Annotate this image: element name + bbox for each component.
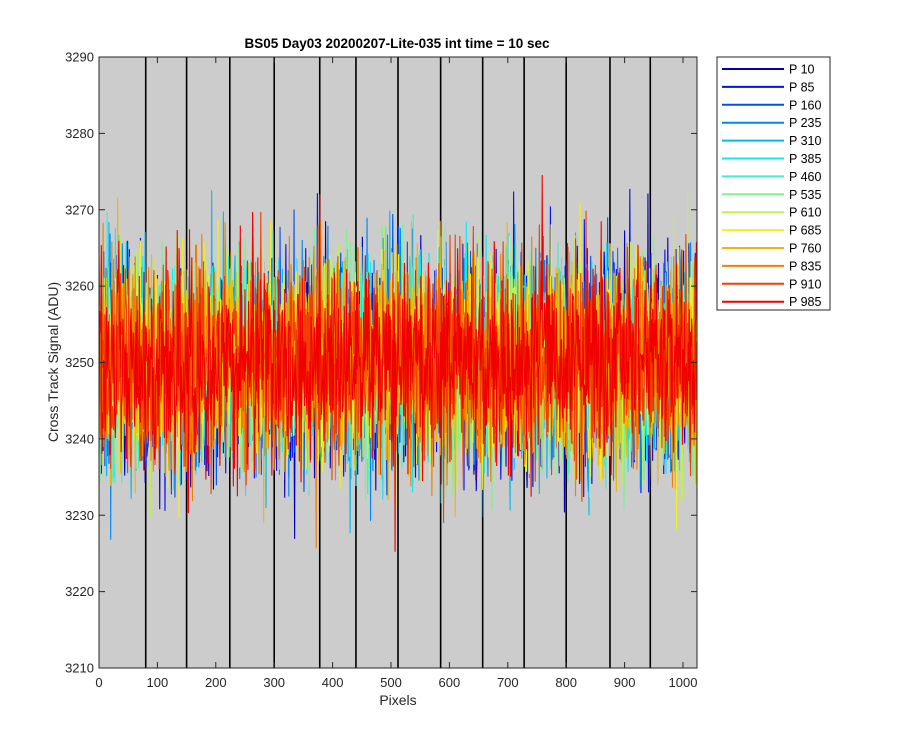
x-tick-label-0: 0 (95, 675, 102, 690)
series-lines (99, 174, 697, 552)
chart-title: BS05 Day03 20200207-Lite-035 int time = … (244, 36, 550, 51)
legend-label-p-985: P 985 (789, 295, 821, 309)
x-tick-label-100: 100 (147, 675, 169, 690)
legend-label-p-235: P 235 (789, 116, 821, 130)
legend-label-p-85: P 85 (789, 80, 815, 94)
y-tick-label-3210: 3210 (65, 661, 94, 676)
x-axis-label: Pixels (379, 692, 416, 708)
y-tick-label-3270: 3270 (65, 202, 94, 217)
y-tick-label-3290: 3290 (65, 50, 94, 65)
legend-label-p-10: P 10 (789, 63, 815, 77)
legend-label-p-835: P 835 (789, 259, 821, 273)
legend-label-p-610: P 610 (789, 206, 821, 220)
legend-label-p-535: P 535 (789, 188, 821, 202)
x-tick-label-1000: 1000 (669, 675, 698, 690)
legend-box (716, 56, 831, 311)
y-tick-label-3220: 3220 (65, 584, 94, 599)
x-tick-label-700: 700 (497, 675, 519, 690)
legend: P 10 P 85 P 160 P 235 P 310 P 385 P 460 P 535 P … (716, 56, 831, 311)
legend-label-p-385: P 385 (789, 152, 821, 166)
y-axis: 3210 3220 3230 3240 3250 3260 3270 3280 3290 (65, 50, 697, 676)
legend-label-p-460: P 460 (789, 170, 821, 184)
x-tick-label-500: 500 (380, 675, 402, 690)
series-line-p-985 (99, 174, 697, 552)
x-tick-label-800: 800 (555, 675, 577, 690)
y-tick-label-3230: 3230 (65, 508, 94, 523)
x-tick-label-400: 400 (322, 675, 344, 690)
legend-label-p-910: P 910 (789, 277, 821, 291)
y-tick-label-3280: 3280 (65, 126, 94, 141)
y-tick-label-3240: 3240 (65, 431, 94, 446)
x-axis: 0 100 200 300 400 500 600 700 800 900 1000 (95, 57, 697, 690)
legend-label-p-310: P 310 (789, 134, 821, 148)
legend-label-p-760: P 760 (789, 242, 821, 256)
x-tick-label-600: 600 (439, 675, 461, 690)
legend-label-p-160: P 160 (789, 98, 821, 112)
legend-label-p-685: P 685 (789, 224, 821, 238)
y-tick-label-3260: 3260 (65, 279, 94, 294)
y-tick-label-3250: 3250 (65, 355, 94, 370)
x-tick-label-900: 900 (614, 675, 636, 690)
x-tick-label-300: 300 (263, 675, 285, 690)
x-tick-label-200: 200 (205, 675, 227, 690)
y-axis-label: Cross Track Signal (ADU) (45, 282, 61, 442)
